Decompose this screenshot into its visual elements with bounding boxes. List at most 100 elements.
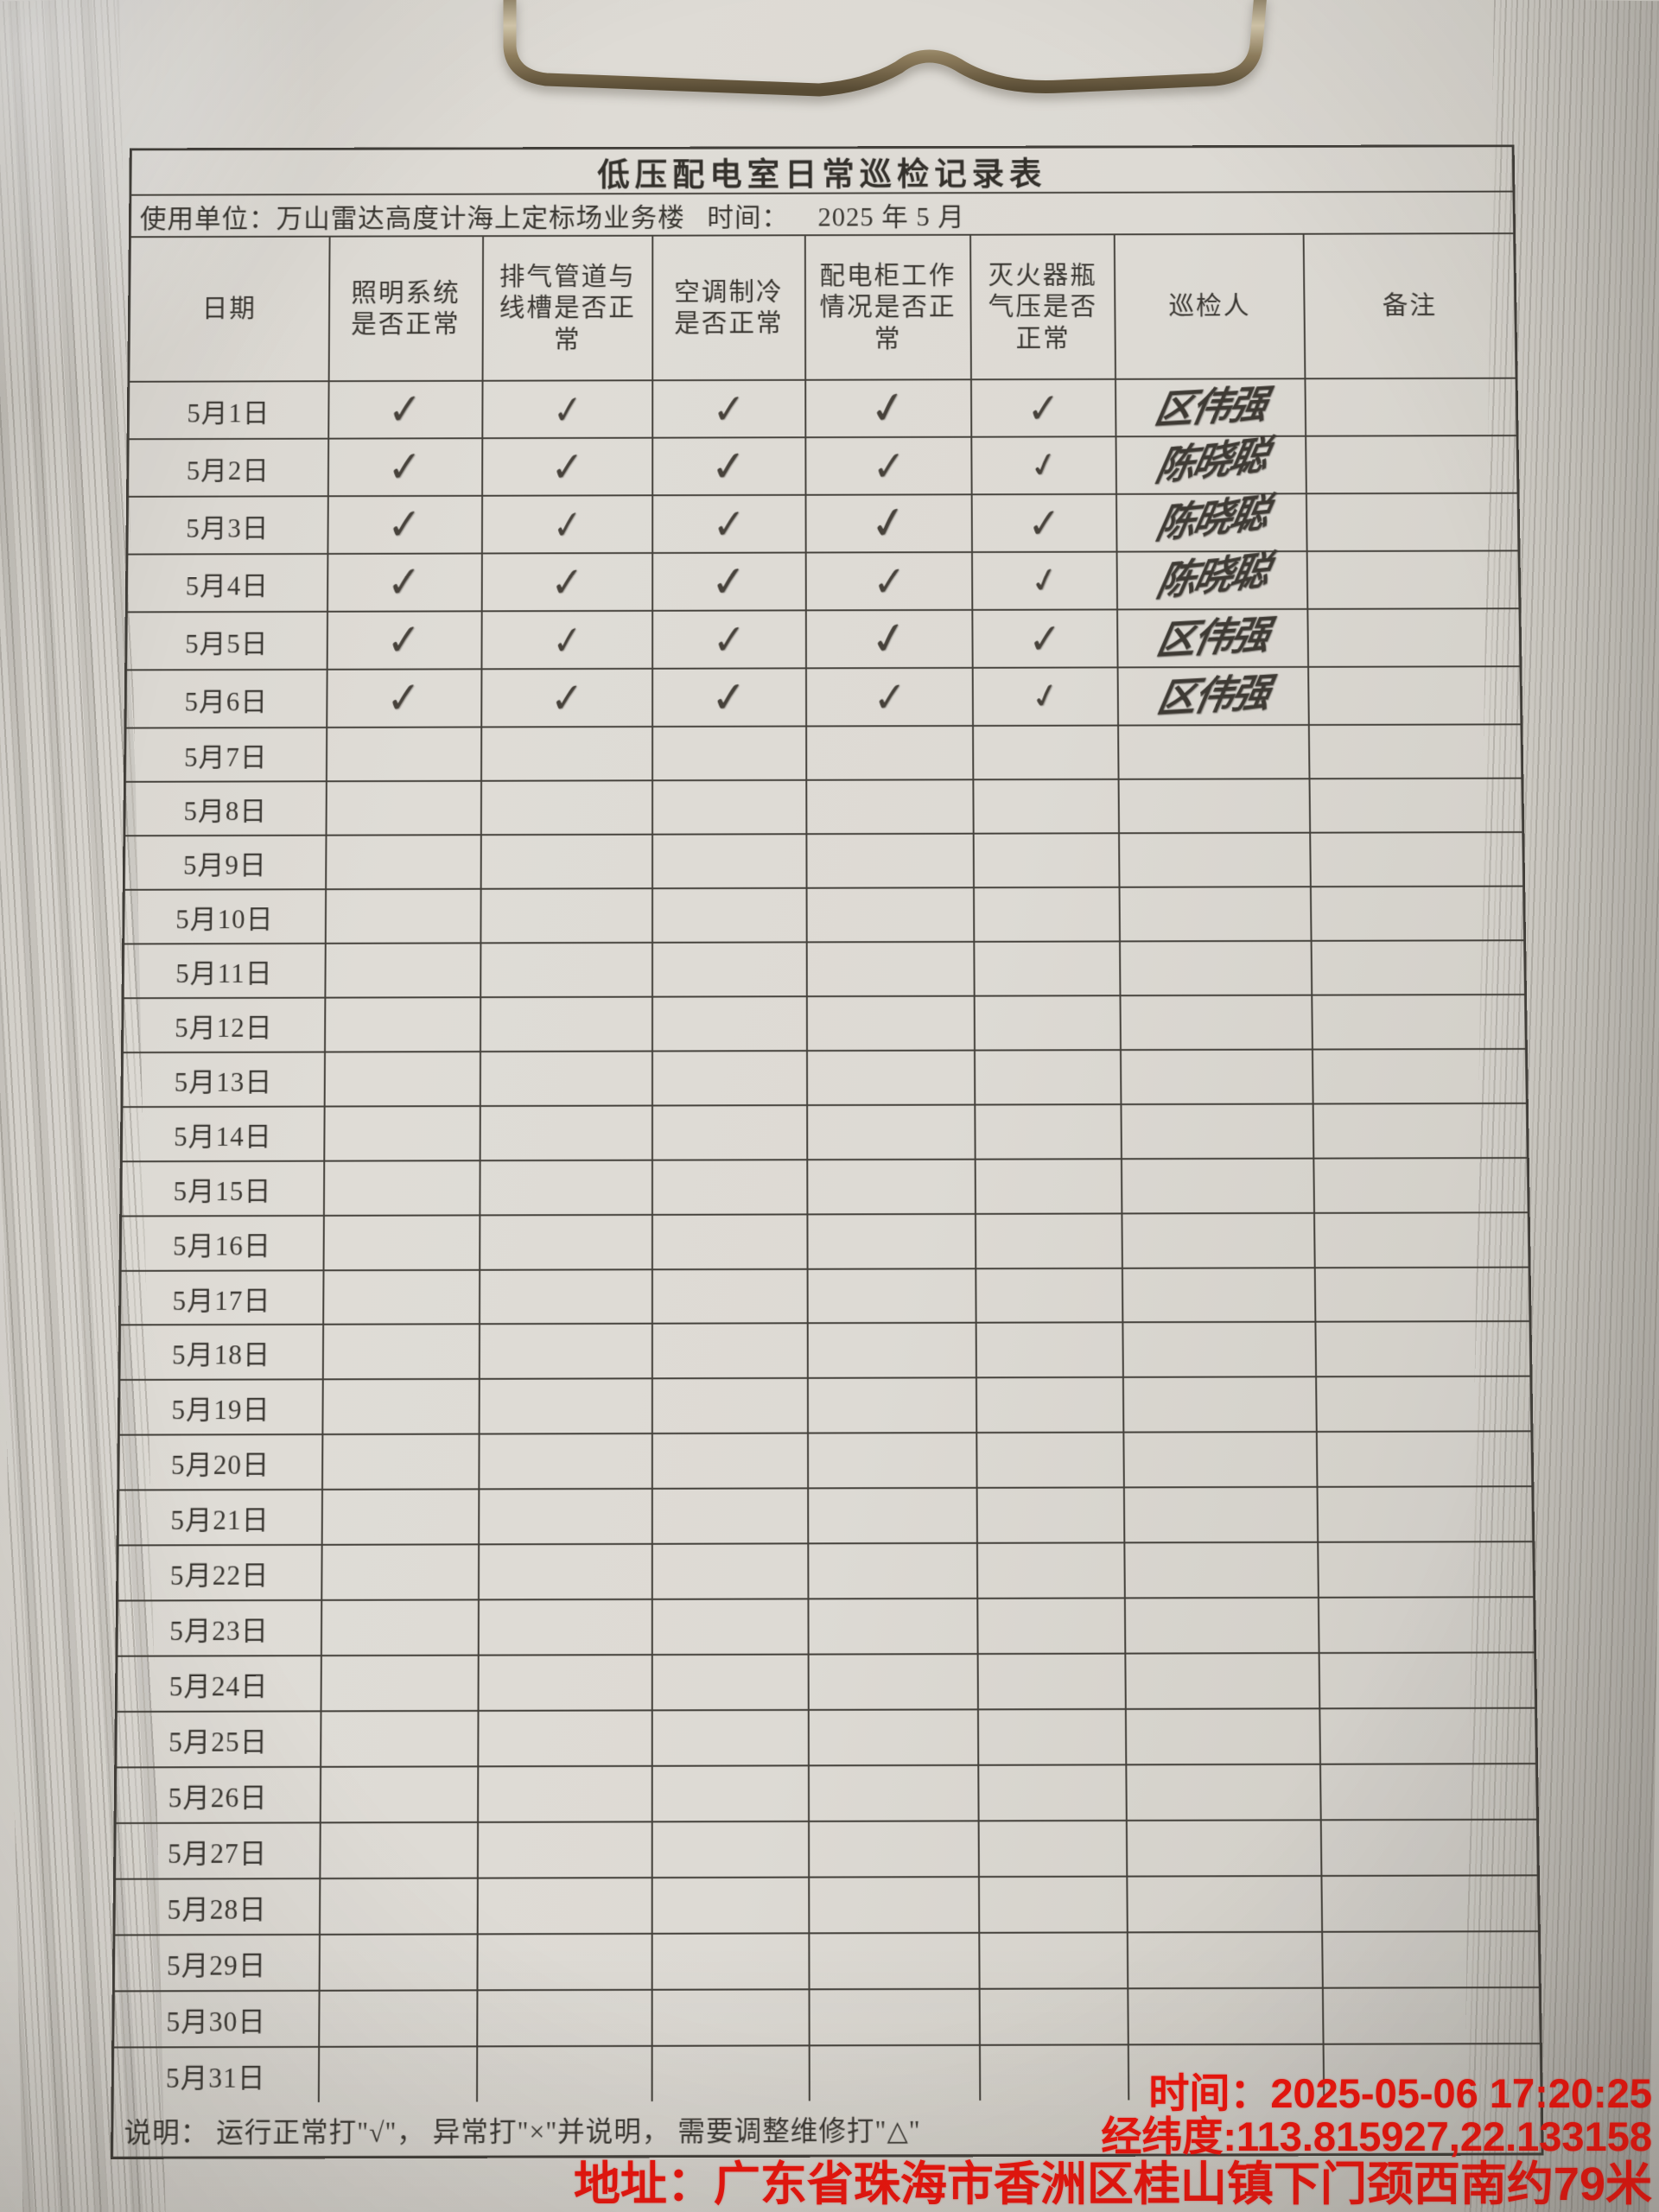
check-cell	[974, 727, 1119, 779]
inspector-cell	[1124, 1378, 1318, 1432]
check-cell	[481, 997, 654, 1050]
check-cell	[479, 1712, 653, 1766]
inspector-cell: 区伟强	[1118, 610, 1309, 667]
check-cell	[326, 944, 481, 996]
remark-cell	[1318, 1433, 1531, 1486]
check-cell	[807, 835, 975, 887]
check-cell	[977, 1433, 1124, 1487]
inspection-record-table: 低压配电室日常巡检记录表 使用单位： 万山雷达高度计海上定标场业务楼 时间： 2…	[111, 144, 1544, 2159]
table-row: 5月26日	[117, 1764, 1536, 1824]
check-mark-icon: ✓	[550, 442, 584, 492]
check-mark-icon: ✓	[1028, 613, 1062, 664]
table-row: 5月17日	[121, 1268, 1529, 1326]
check-cell	[807, 727, 975, 779]
check-cell: ✓	[653, 553, 806, 609]
form-info-row: 使用单位： 万山雷达高度计海上定标场业务楼 时间： 2025 年 5 月	[131, 193, 1513, 238]
check-cell: ✓	[806, 611, 973, 668]
check-mark-icon: ✓	[867, 611, 912, 667]
check-cell	[324, 1216, 480, 1269]
check-cell	[480, 1325, 653, 1378]
check-cell	[975, 834, 1121, 887]
column-header-label: 巡检人	[1168, 290, 1250, 322]
remark-cell	[1317, 1377, 1530, 1431]
check-mark-icon: ✓	[872, 556, 906, 607]
table-row: 5月16日	[122, 1213, 1529, 1272]
date-cell: 5月7日	[126, 728, 327, 781]
check-cell	[808, 1214, 976, 1268]
page-title: 低压配电室日常巡检记录表	[597, 147, 1046, 194]
date-cell: 5月13日	[123, 1052, 325, 1106]
table-row: 5月20日	[119, 1433, 1531, 1491]
remark-cell	[1314, 1104, 1527, 1158]
column-header: 配电柜工作情况是否正常	[805, 236, 972, 379]
form-title-row: 低压配电室日常巡检记录表	[131, 147, 1512, 195]
check-cell: ✓	[806, 669, 974, 726]
remark-cell	[1319, 1488, 1533, 1542]
check-cell	[321, 1879, 479, 1934]
table-row: 5月12日	[124, 995, 1525, 1053]
check-cell	[809, 1711, 979, 1765]
inspector-cell	[1119, 779, 1311, 832]
check-cell	[478, 1822, 652, 1877]
remark-cell	[1321, 1764, 1536, 1819]
date-cell: 5月14日	[123, 1107, 325, 1160]
check-cell	[653, 1545, 809, 1599]
inspector-cell	[1123, 1268, 1317, 1322]
date-cell: 5月23日	[118, 1601, 321, 1656]
check-mark-icon: ✓	[872, 441, 906, 491]
date-cell: 5月15日	[122, 1161, 325, 1215]
check-cell	[323, 1380, 480, 1433]
date-cell: 5月27日	[116, 1823, 321, 1878]
check-cell	[481, 781, 653, 834]
check-cell	[480, 1434, 653, 1488]
date-cell: 5月16日	[122, 1216, 325, 1269]
inspector-cell	[1125, 1488, 1319, 1541]
check-cell	[479, 1600, 653, 1655]
check-cell	[653, 1379, 809, 1433]
check-cell	[974, 780, 1119, 833]
check-cell	[807, 943, 976, 995]
inspector-cell	[1123, 1323, 1317, 1376]
date-cell: 5月29日	[115, 1936, 321, 1990]
column-header: 照明系统是否正常	[329, 237, 483, 380]
check-cell	[808, 1160, 976, 1213]
check-cell: ✓	[483, 439, 654, 495]
date-cell: 5月17日	[121, 1271, 324, 1325]
remark-cell	[1314, 1159, 1527, 1212]
remark-cell	[1323, 1932, 1539, 1986]
check-cell: ✓	[653, 496, 806, 552]
inspector-cell	[1124, 1433, 1318, 1486]
check-mark-icon: ✓	[387, 556, 422, 608]
table-row: 5月10日	[124, 887, 1523, 944]
inspector-cell	[1127, 1765, 1322, 1820]
check-cell	[322, 1491, 480, 1544]
check-cell	[323, 1435, 480, 1489]
check-cell	[807, 780, 975, 833]
date-cell: 5月21日	[119, 1491, 323, 1544]
check-cell: ✓	[482, 670, 653, 727]
table-row: 5月6日 ✓ ✓ ✓ ✓ ✓ 区伟强	[127, 667, 1521, 728]
column-header-label: 备注	[1382, 290, 1438, 322]
check-cell	[653, 943, 807, 995]
check-cell	[979, 1655, 1127, 1709]
check-cell	[653, 1822, 810, 1877]
check-cell	[808, 1269, 977, 1323]
check-cell: ✓	[483, 381, 653, 437]
table-row: 5月7日	[126, 725, 1521, 782]
check-mark-icon: ✓	[387, 499, 422, 550]
column-header: 巡检人	[1116, 235, 1306, 378]
unit-label: 使用单位：	[140, 197, 276, 235]
check-cell	[975, 888, 1121, 941]
date-cell: 5月12日	[124, 998, 326, 1051]
check-cell	[809, 1766, 979, 1821]
inspector-cell	[1125, 1543, 1319, 1598]
column-header-label: 日期	[202, 293, 257, 325]
check-mark-icon: ✓	[709, 556, 749, 607]
check-cell	[653, 1878, 810, 1933]
check-cell	[980, 1821, 1128, 1876]
check-mark-icon: ✓	[866, 495, 911, 551]
check-mark-icon: ✓	[551, 385, 582, 433]
check-cell	[326, 998, 481, 1051]
check-mark-icon: ✓	[551, 500, 582, 550]
check-mark-icon: ✓	[1027, 383, 1060, 433]
